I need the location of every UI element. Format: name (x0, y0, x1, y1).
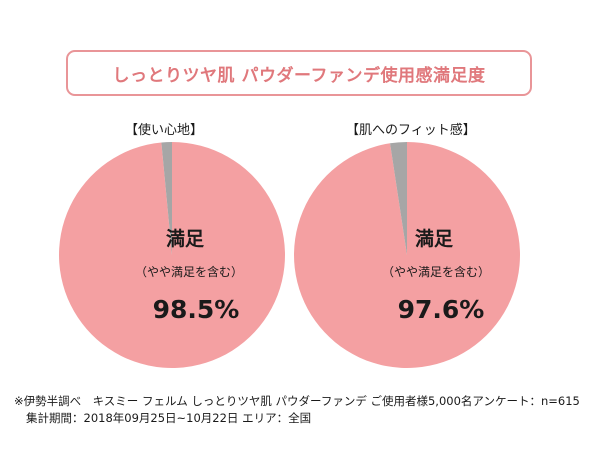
pie-fit-sub: （やや満足を含む） (382, 264, 490, 279)
chart-title: しっとりツヤ肌 パウダーファンデ使用感満足度 (66, 50, 532, 96)
pie-slice-other (390, 142, 407, 255)
pie-usability-heading: 満足 (166, 228, 205, 250)
footnote-source: ※伊勢半調べ キスミー フェルム しっとりツヤ肌 パウダーファンデ ご使用者様5… (14, 394, 580, 408)
footnote-period: 集計期間：2018年09月25日~10月22日 エリア：全国 (26, 411, 312, 425)
pie-fit-heading: 満足 (415, 228, 454, 250)
pie-title-fit: 【肌へのフィット感】 (346, 123, 476, 138)
pie-usability-value: 98.5% (153, 295, 240, 324)
pie-usability-sub: （やや満足を含む） (135, 264, 243, 279)
pie-chart-fit: 満足 （やや満足を含む） 97.6% (294, 142, 520, 368)
pie-slice-other (161, 142, 172, 255)
pie-chart-usability: 満足 （やや満足を含む） 98.5% (58, 142, 286, 368)
pie-title-usability: 【使い心地】 (125, 123, 204, 138)
pie-fit-value: 97.6% (398, 295, 485, 324)
